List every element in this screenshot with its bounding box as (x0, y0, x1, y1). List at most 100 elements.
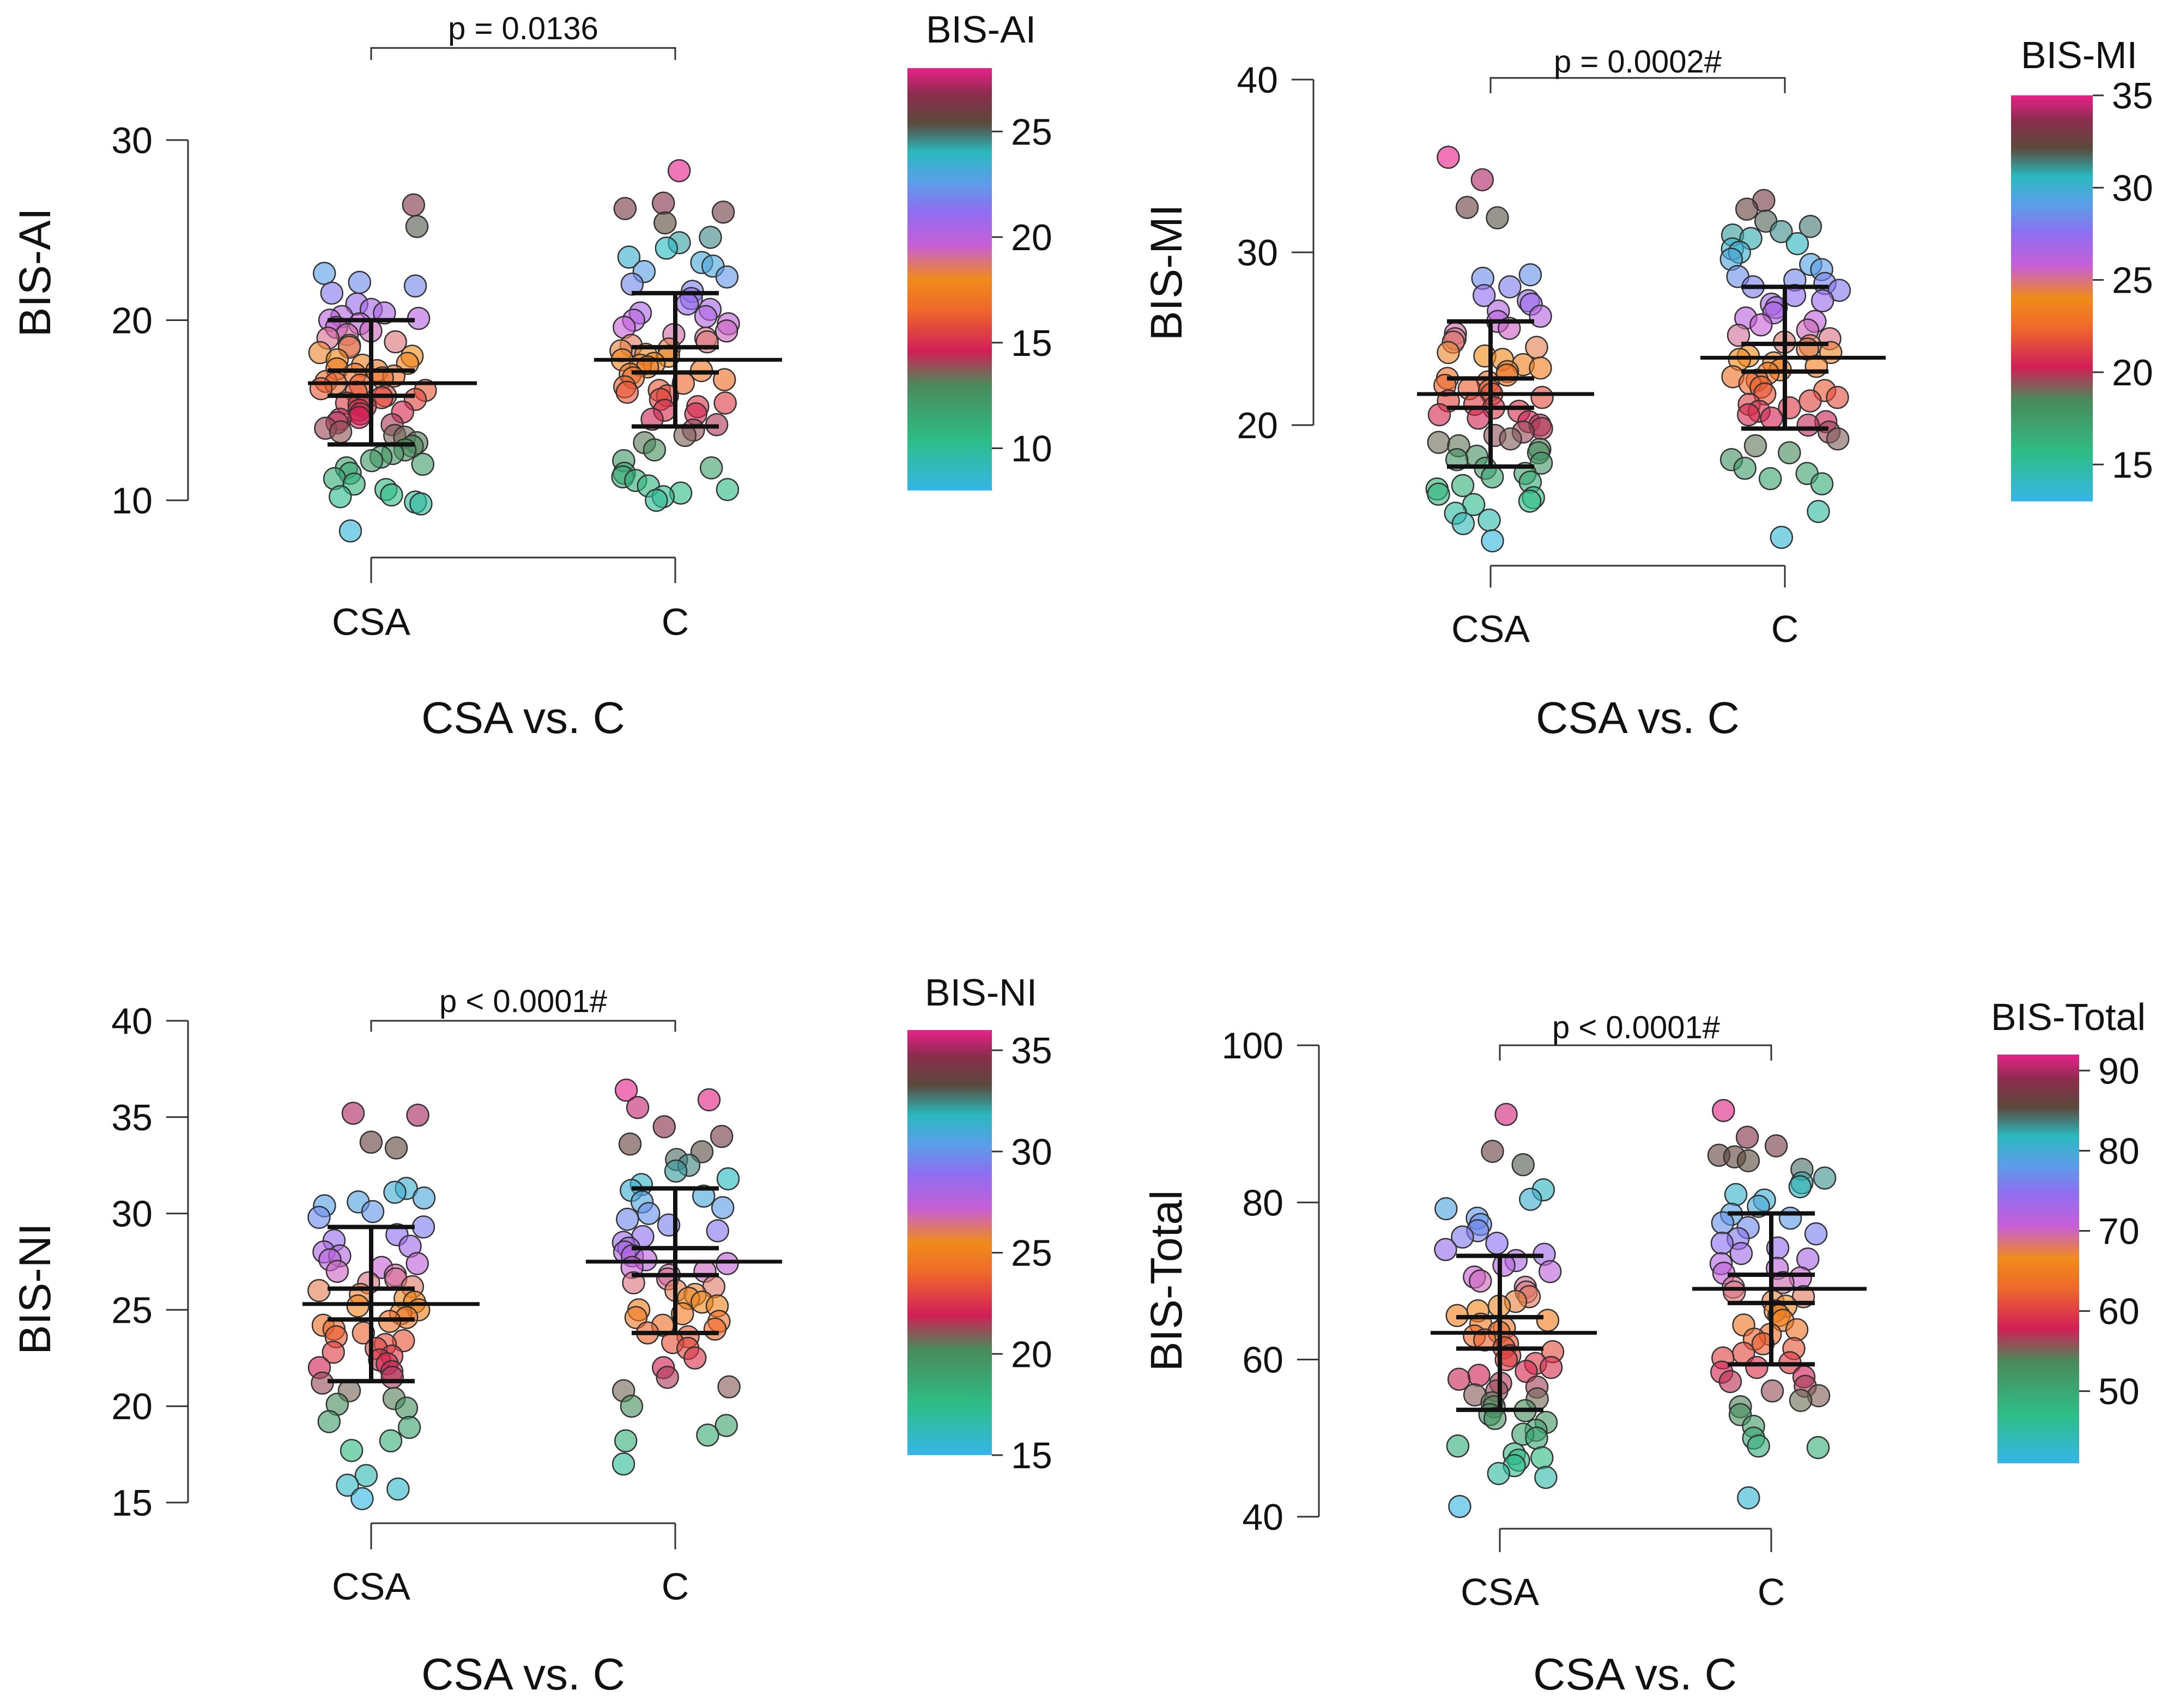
data-point (1712, 1099, 1735, 1122)
colorbar-tick-label: 25 (2112, 260, 2153, 301)
data-point (307, 1279, 331, 1303)
category-label-csa: CSA (332, 601, 410, 643)
data-point (652, 1115, 676, 1138)
data-point (1536, 1309, 1560, 1332)
data-point (653, 211, 677, 235)
data-point (320, 281, 344, 305)
data-point (384, 1136, 408, 1160)
data-point (406, 1104, 429, 1127)
data-point (325, 1259, 349, 1283)
data-point (716, 1167, 740, 1191)
colorbar-title: BIS-MI (2021, 34, 2137, 76)
y-tick-label: 30 (1237, 232, 1278, 274)
colorbar-tick-label: 15 (1011, 1435, 1052, 1476)
y-axis-label: BIS-AI (10, 208, 60, 337)
data-point (405, 215, 429, 238)
data-point (615, 380, 639, 404)
data-point (1760, 407, 1783, 430)
data-point (1448, 1495, 1471, 1518)
data-point (1498, 275, 1522, 299)
data-point (1789, 1389, 1813, 1412)
data-point (1529, 451, 1553, 475)
data-point (699, 226, 722, 249)
data-point (1785, 232, 1809, 256)
data-point (611, 1452, 635, 1476)
category-label-c: C (662, 601, 689, 643)
data-point (412, 1186, 436, 1210)
data-point (336, 1473, 359, 1497)
data-point (354, 1464, 378, 1487)
data-point (1470, 168, 1494, 192)
data-point (1446, 1434, 1470, 1458)
data-point (1511, 1153, 1535, 1177)
significance-bracket (370, 47, 676, 60)
data-point (710, 1124, 734, 1148)
x-axis-label: CSA vs. C (1533, 1650, 1737, 1699)
data-point (329, 420, 353, 444)
y-tick-label: 30 (111, 1194, 153, 1235)
colorbar: BIS-AI 10 15 20 25 (907, 8, 1052, 490)
data-point (1499, 427, 1522, 451)
x-axis (1499, 1528, 1772, 1552)
y-axis: 40 60 80 100 (1222, 1025, 1320, 1538)
data-point (1737, 1486, 1760, 1510)
data-point (1469, 1269, 1492, 1293)
data-point (1826, 427, 1850, 451)
summary-bars (1417, 284, 1886, 469)
data-point (1751, 1332, 1775, 1356)
bracket-line (370, 47, 676, 60)
data-point (1735, 1125, 1759, 1149)
y-tick-label: 20 (1237, 405, 1278, 446)
data-point (1481, 1140, 1504, 1163)
data-point (1770, 220, 1793, 244)
data-point (1525, 1426, 1548, 1450)
data-point (380, 1365, 404, 1389)
data-point (1467, 407, 1490, 430)
data-point (713, 391, 737, 415)
data-point (361, 1200, 385, 1224)
y-tick-label: 40 (1237, 59, 1278, 101)
colorbar-tick-label: 30 (2112, 167, 2153, 209)
data-point (1743, 434, 1767, 458)
colorbar-gradient (1997, 1055, 2079, 1463)
data-point (651, 191, 675, 215)
data-points (1434, 1099, 1837, 1518)
bracket-line (1499, 1044, 1772, 1061)
data-point (712, 368, 736, 391)
significance-bracket (1499, 1044, 1772, 1061)
data-point (348, 270, 372, 294)
data-point (1530, 1446, 1554, 1470)
data-point (714, 319, 738, 343)
data-point (1487, 1462, 1511, 1485)
colorbar: BIS-NI 15 20 25 30 35 (907, 971, 1052, 1476)
data-point (1451, 474, 1475, 498)
x-axis-label: CSA vs. C (421, 693, 625, 743)
data-point (411, 452, 435, 476)
data-point (1455, 196, 1479, 219)
data-point (667, 159, 691, 183)
colorbar-title: BIS-AI (926, 8, 1036, 51)
data-point (1485, 1232, 1509, 1255)
colorbar-ticks: 15 20 25 30 35 (992, 1030, 1052, 1476)
data-point (1810, 472, 1834, 496)
data-point (1796, 413, 1820, 437)
y-tick-label: 40 (111, 1001, 153, 1042)
data-point (346, 1294, 370, 1318)
data-point (1826, 386, 1849, 409)
data-point (386, 1477, 410, 1501)
data-point (614, 1079, 638, 1102)
x-axis (1489, 565, 1786, 587)
y-tick-label: 20 (111, 1386, 153, 1427)
data-point (1539, 1355, 1563, 1379)
data-point (1529, 305, 1552, 328)
data-point (626, 1095, 650, 1119)
category-label-c: C (662, 1565, 689, 1608)
data-point (1518, 263, 1542, 287)
data-point (1427, 431, 1451, 454)
data-point (1722, 1280, 1746, 1304)
data-point (1538, 1259, 1562, 1283)
data-point (1534, 1465, 1558, 1489)
data-point (307, 1206, 331, 1229)
data-points (307, 1079, 741, 1511)
data-point (402, 193, 426, 217)
